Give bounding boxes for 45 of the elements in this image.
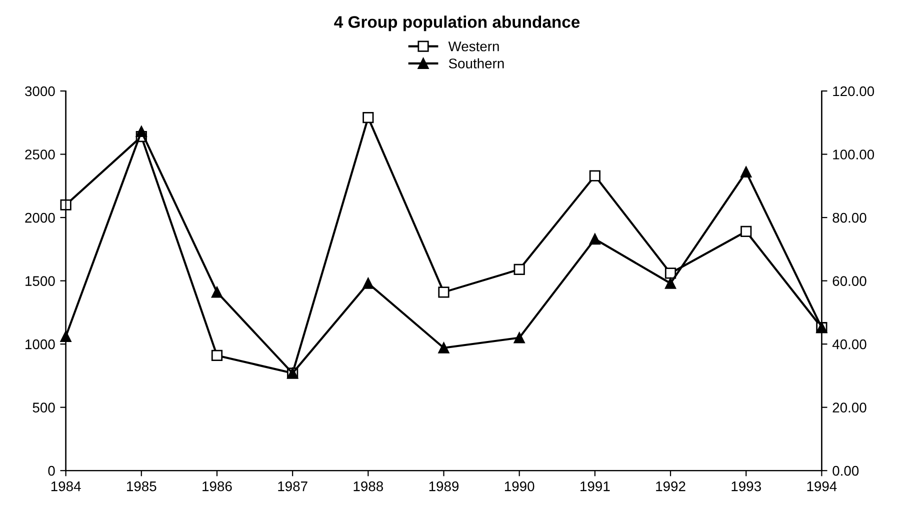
point — [438, 342, 450, 354]
x-tick-label: 1993 — [732, 481, 761, 492]
x-tick-label: 1984 — [51, 481, 81, 492]
x-tick-label: 1985 — [127, 481, 156, 492]
legend-label: Southern — [448, 58, 504, 68]
y-tick-label: 1000 — [26, 339, 55, 350]
y-tick-label: 2000 — [25, 212, 55, 223]
y2-tick-label: 120.00 — [833, 86, 874, 96]
y-tick-label: 1500 — [26, 276, 55, 286]
point — [362, 112, 374, 124]
y2-tick-label: 60.00 — [832, 276, 866, 286]
point — [211, 286, 223, 298]
x-tick-label: 1987 — [278, 481, 308, 492]
y-tick-label: 500 — [32, 402, 55, 413]
point — [60, 199, 72, 210]
y-tick-label: 0 — [48, 466, 55, 476]
point — [589, 233, 600, 245]
point — [362, 278, 374, 289]
point — [60, 330, 72, 342]
point — [740, 166, 752, 178]
point — [740, 226, 752, 238]
x-tick-label: 1994 — [807, 481, 837, 492]
x-tick-label: 1991 — [580, 481, 610, 492]
point — [514, 264, 525, 275]
x-tick-label: 1990 — [504, 481, 534, 492]
legend-label: Western — [448, 42, 499, 52]
point — [514, 332, 525, 344]
point — [211, 350, 223, 362]
x-tick-label: 1989 — [429, 481, 459, 492]
y-tick-label: 3000 — [25, 86, 55, 96]
y2-tick-label: 80.00 — [832, 212, 866, 223]
point — [136, 126, 147, 138]
y2-tick-label: 40.00 — [832, 339, 866, 350]
x-tick-label: 1992 — [656, 481, 686, 492]
point — [664, 278, 676, 289]
y2-tick-label: 20.00 — [832, 402, 866, 413]
x-tick-label: 1986 — [202, 481, 232, 492]
y2-tick-label: 0.00 — [832, 466, 859, 476]
y2-tick-label: 100.00 — [833, 150, 874, 160]
x-tick-label: 1988 — [354, 481, 384, 492]
point — [438, 286, 450, 298]
point — [664, 268, 676, 279]
chart-title: 4 Group population abundance — [334, 16, 580, 32]
y-tick-label: 2500 — [25, 150, 55, 160]
point — [589, 170, 600, 182]
